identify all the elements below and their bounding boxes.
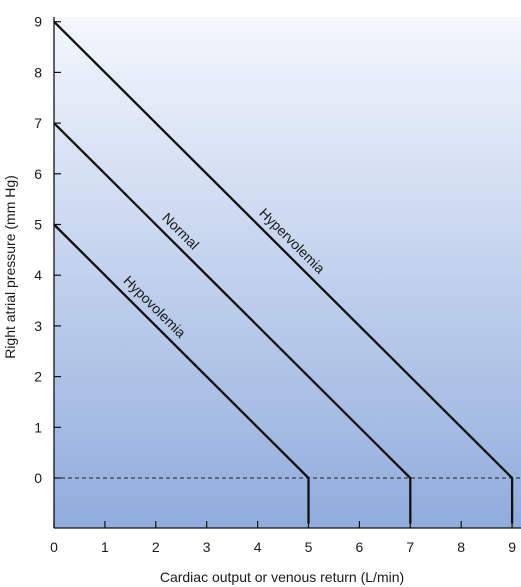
x-tick-label: 3 [203, 539, 211, 555]
x-tick-label: 6 [356, 539, 364, 555]
y-tick-label: 3 [34, 318, 42, 334]
axes: 0 1 2 3 4 5 6 7 8 9 0 1 2 3 4 5 6 7 8 9 [34, 14, 521, 555]
x-tick-label: 5 [305, 539, 313, 555]
x-axis-title: Cardiac output or venous return (L/min) [160, 569, 404, 585]
x-tick-label: 8 [457, 539, 465, 555]
y-axis-title: Right atrial pressure (mm Hg) [2, 175, 18, 359]
y-tick-label: 8 [34, 64, 42, 80]
x-tick-label: 0 [50, 539, 58, 555]
x-tick-label: 1 [101, 539, 109, 555]
x-tick-label: 2 [152, 539, 160, 555]
x-tick-label: 9 [508, 539, 516, 555]
y-tick-label: 9 [34, 14, 42, 30]
series-layer [53, 20, 514, 524]
hypovolemia-curve [53, 223, 310, 524]
y-tick-label: 1 [34, 419, 42, 435]
y-tick-label: 7 [34, 115, 42, 131]
x-tick-label: 4 [254, 539, 262, 555]
y-tick-label: 0 [34, 470, 42, 486]
hypervolemia-curve [53, 20, 514, 524]
normal-curve [53, 122, 412, 524]
y-tick-label: 6 [34, 166, 42, 182]
y-tick-label: 4 [34, 267, 42, 283]
x-tick-label: 7 [406, 539, 414, 555]
y-tick-label: 2 [34, 369, 42, 385]
plot-area [54, 17, 521, 528]
y-tick-label: 5 [34, 217, 42, 233]
